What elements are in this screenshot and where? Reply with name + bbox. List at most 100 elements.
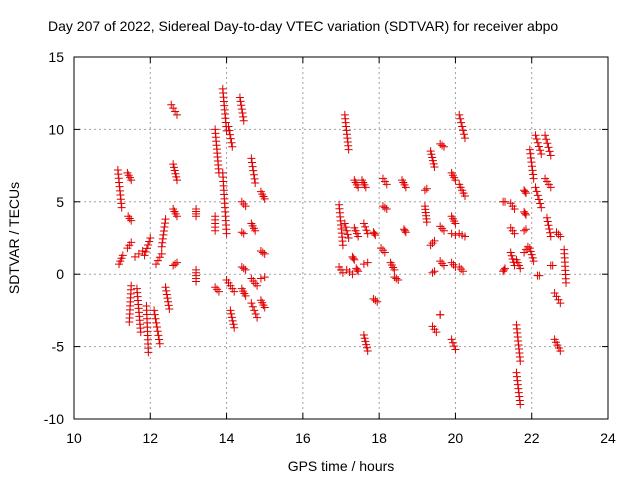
data-point — [345, 146, 353, 154]
y-tick-label: -10 — [44, 411, 64, 427]
data-point — [532, 183, 540, 191]
data-point — [501, 198, 509, 206]
data-point — [438, 225, 446, 233]
data-point — [163, 294, 171, 302]
y-tick-label: -5 — [52, 339, 65, 355]
data-point — [257, 275, 265, 283]
data-point — [536, 146, 544, 154]
data-point — [500, 266, 508, 274]
data-point — [238, 228, 246, 236]
data-point — [423, 185, 431, 193]
data-point — [211, 227, 219, 235]
data-point — [535, 195, 543, 203]
data-point — [436, 222, 444, 230]
data-point — [165, 301, 173, 309]
y-tick-label: 5 — [56, 194, 64, 210]
x-tick-label: 20 — [448, 430, 464, 446]
data-point — [118, 204, 126, 212]
data-point — [521, 209, 529, 217]
data-point — [530, 175, 538, 183]
data-point — [534, 191, 542, 199]
data-point — [145, 237, 153, 245]
data-point — [440, 262, 448, 270]
data-point — [543, 139, 551, 147]
data-point — [162, 287, 170, 295]
data-point — [227, 310, 235, 318]
data-point — [430, 267, 438, 275]
data-point — [249, 163, 257, 171]
data-point — [546, 229, 554, 237]
data-point — [248, 158, 256, 166]
data-point — [370, 230, 378, 238]
x-tick-label: 24 — [600, 430, 616, 446]
data-point — [137, 328, 145, 336]
x-tick-label: 14 — [219, 430, 235, 446]
data-point — [252, 310, 260, 318]
data-point — [159, 235, 167, 243]
data-point — [158, 239, 166, 247]
data-point — [438, 259, 446, 267]
data-point — [247, 154, 255, 162]
data-point — [173, 111, 181, 119]
data-point — [155, 336, 163, 344]
data-point — [544, 217, 552, 225]
y-tick-label: 0 — [56, 266, 64, 282]
data-point — [251, 175, 259, 183]
data-point — [521, 188, 529, 196]
data-point — [156, 253, 164, 261]
data-point — [154, 257, 162, 265]
data-point — [528, 162, 536, 170]
data-point — [429, 239, 437, 247]
data-point — [549, 262, 557, 270]
data-point — [228, 313, 236, 321]
data-point — [554, 296, 562, 304]
data-point — [536, 200, 544, 208]
data-point — [542, 135, 550, 143]
y-tick-label: 15 — [48, 49, 64, 65]
data-point — [430, 237, 438, 245]
data-point — [360, 260, 368, 268]
data-point — [227, 135, 235, 143]
data-point — [537, 204, 545, 212]
data-point — [520, 227, 528, 235]
data-point — [229, 320, 237, 328]
data-point — [543, 214, 551, 222]
data-point — [544, 221, 552, 229]
data-point — [154, 327, 162, 335]
data-point — [144, 241, 152, 249]
data-point — [240, 117, 248, 125]
data-point — [238, 109, 246, 117]
data-point — [553, 292, 561, 300]
data-point — [529, 170, 537, 178]
data-point — [455, 111, 463, 119]
data-point — [401, 227, 409, 235]
data-point — [226, 306, 234, 314]
data-point — [226, 131, 234, 139]
data-point — [527, 154, 535, 162]
data-point — [159, 231, 167, 239]
data-point — [152, 315, 160, 323]
data-point — [249, 167, 257, 175]
data-point — [551, 289, 559, 297]
data-point — [429, 269, 437, 277]
data-point — [160, 227, 168, 235]
data-point — [249, 303, 257, 311]
data-point — [522, 225, 530, 233]
data-point — [240, 200, 248, 208]
data-point — [532, 131, 540, 139]
data-point — [516, 401, 524, 409]
data-point — [239, 113, 247, 121]
data-point — [457, 265, 465, 273]
data-point — [545, 225, 553, 233]
data-point — [342, 223, 350, 231]
data-point — [171, 260, 179, 268]
data-point — [526, 150, 534, 158]
data-point — [541, 131, 549, 139]
data-point — [349, 254, 357, 262]
data-point — [250, 306, 258, 314]
data-point — [215, 288, 223, 296]
x-tick-label: 22 — [524, 430, 540, 446]
data-point — [527, 158, 535, 166]
data-point — [242, 202, 250, 210]
data-point — [228, 139, 236, 147]
